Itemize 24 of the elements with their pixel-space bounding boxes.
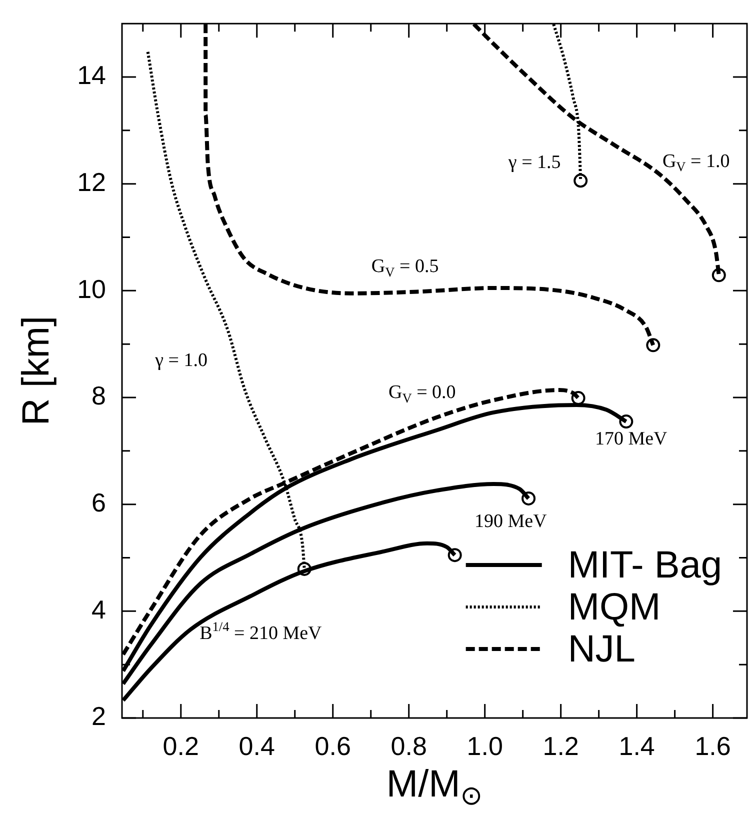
x-tick-label: 0.6 [314,730,351,761]
x-tick-label: 0.2 [162,730,199,761]
y-tick-label: 8 [92,380,106,411]
y-tick-label: 6 [92,488,106,518]
annotation: γ = 1.5 [507,152,561,173]
y-tick-label: 14 [77,60,106,90]
legend-label: MIT- Bag [568,544,722,586]
x-axis-title: M/M⊙ [386,763,483,811]
y-tick-label: 12 [77,167,106,198]
x-tick-label: 1.6 [694,730,731,761]
y-tick-label: 2 [92,701,106,732]
annotation: 190 MeV [474,510,548,532]
legend-label: NJL [568,628,636,670]
x-tick-label: 1.2 [542,730,579,761]
annotation: 170 MeV [594,428,668,450]
x-tick-label: 1.4 [618,730,655,761]
x-tick-label: 1.0 [466,730,503,761]
y-tick-label: 4 [92,594,106,624]
x-tick-label: 0.8 [390,730,427,761]
y-tick-label: 10 [77,274,106,304]
annotation: γ = 1.0 [154,350,208,372]
x-tick-label: 0.4 [238,730,275,761]
y-axis-title: R [km] [15,316,58,426]
legend-label: MQM [568,586,661,628]
